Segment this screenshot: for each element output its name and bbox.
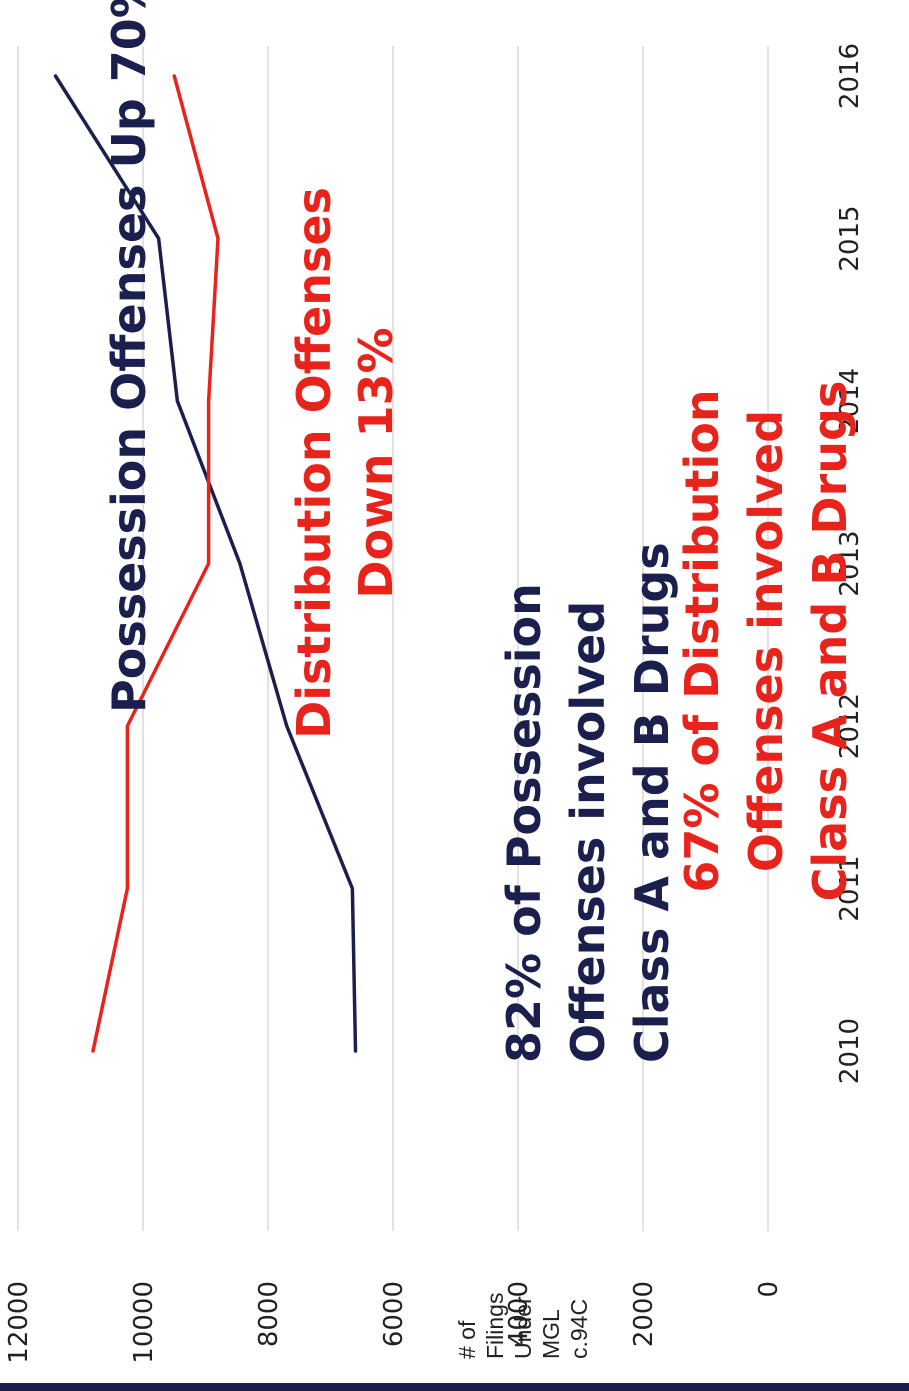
y-axis-label-line: c.94C bbox=[566, 1299, 592, 1359]
annotation-line: Distribution Offenses bbox=[287, 187, 341, 739]
y-tick-label: 0 bbox=[754, 1281, 784, 1298]
y-tick-label: 12000 bbox=[4, 1281, 34, 1364]
y-tick-label: 4000 bbox=[504, 1281, 534, 1347]
annotation-line: Class A and B Drugs bbox=[803, 381, 857, 902]
x-tick-label: 2014 bbox=[835, 368, 865, 434]
x-tick-label: 2013 bbox=[835, 530, 865, 596]
y-axis-label: # of Filings Under MGL c.94C bbox=[454, 1293, 592, 1359]
annotation-line: Offenses involved bbox=[561, 601, 615, 1063]
annotation-line: Down 13% bbox=[349, 327, 403, 598]
series-line bbox=[53, 74, 358, 1053]
annotation-text: Distribution Offenses Down 13% bbox=[287, 187, 403, 739]
x-tick-labels: 2010 2011 2012 2013 2014 2015 2016 bbox=[835, 43, 865, 1084]
x-tick-label: 2012 bbox=[835, 693, 865, 759]
x-tick-label: 2016 bbox=[835, 43, 865, 109]
y-axis-label-line: MGL bbox=[538, 1309, 564, 1359]
x-tick-label: 2010 bbox=[835, 1018, 865, 1084]
gridlines bbox=[17, 46, 769, 1231]
annotations: Possession Offenses Up 70% Distribution O… bbox=[102, 0, 857, 1063]
y-tick-label: 6000 bbox=[379, 1281, 409, 1347]
x-tick-label: 2011 bbox=[835, 855, 865, 921]
y-tick-label: 8000 bbox=[254, 1281, 284, 1347]
y-tick-label: 10000 bbox=[129, 1281, 159, 1364]
annotation-text: 82% of Possession Offenses involved Class … bbox=[497, 542, 679, 1063]
y-tick-labels: 0 2000 4000 6000 8000 10000 12000 bbox=[4, 1281, 784, 1364]
series-lines bbox=[53, 74, 358, 1053]
y-axis-label-line: Under bbox=[510, 1296, 536, 1359]
annotation-text: 67% of Distribution Offenses involved Clas… bbox=[675, 381, 857, 902]
annotation-text: Possession Offenses Up 70% bbox=[102, 0, 156, 713]
x-tick-label: 2015 bbox=[835, 205, 865, 271]
annotation-line: 82% of Possession bbox=[497, 583, 551, 1063]
y-axis-label-line: # of bbox=[454, 1320, 480, 1359]
y-axis-label-line: Filings bbox=[482, 1293, 508, 1359]
y-tick-label: 2000 bbox=[629, 1281, 659, 1347]
annotation-line: Class A and B Drugs bbox=[625, 542, 679, 1063]
annotation-line: 67% of Distribution bbox=[675, 389, 729, 892]
annotation-line: Offenses involved bbox=[739, 410, 793, 872]
series-line bbox=[91, 74, 220, 1053]
annotation-line: Possession Offenses Up 70% bbox=[102, 0, 156, 713]
